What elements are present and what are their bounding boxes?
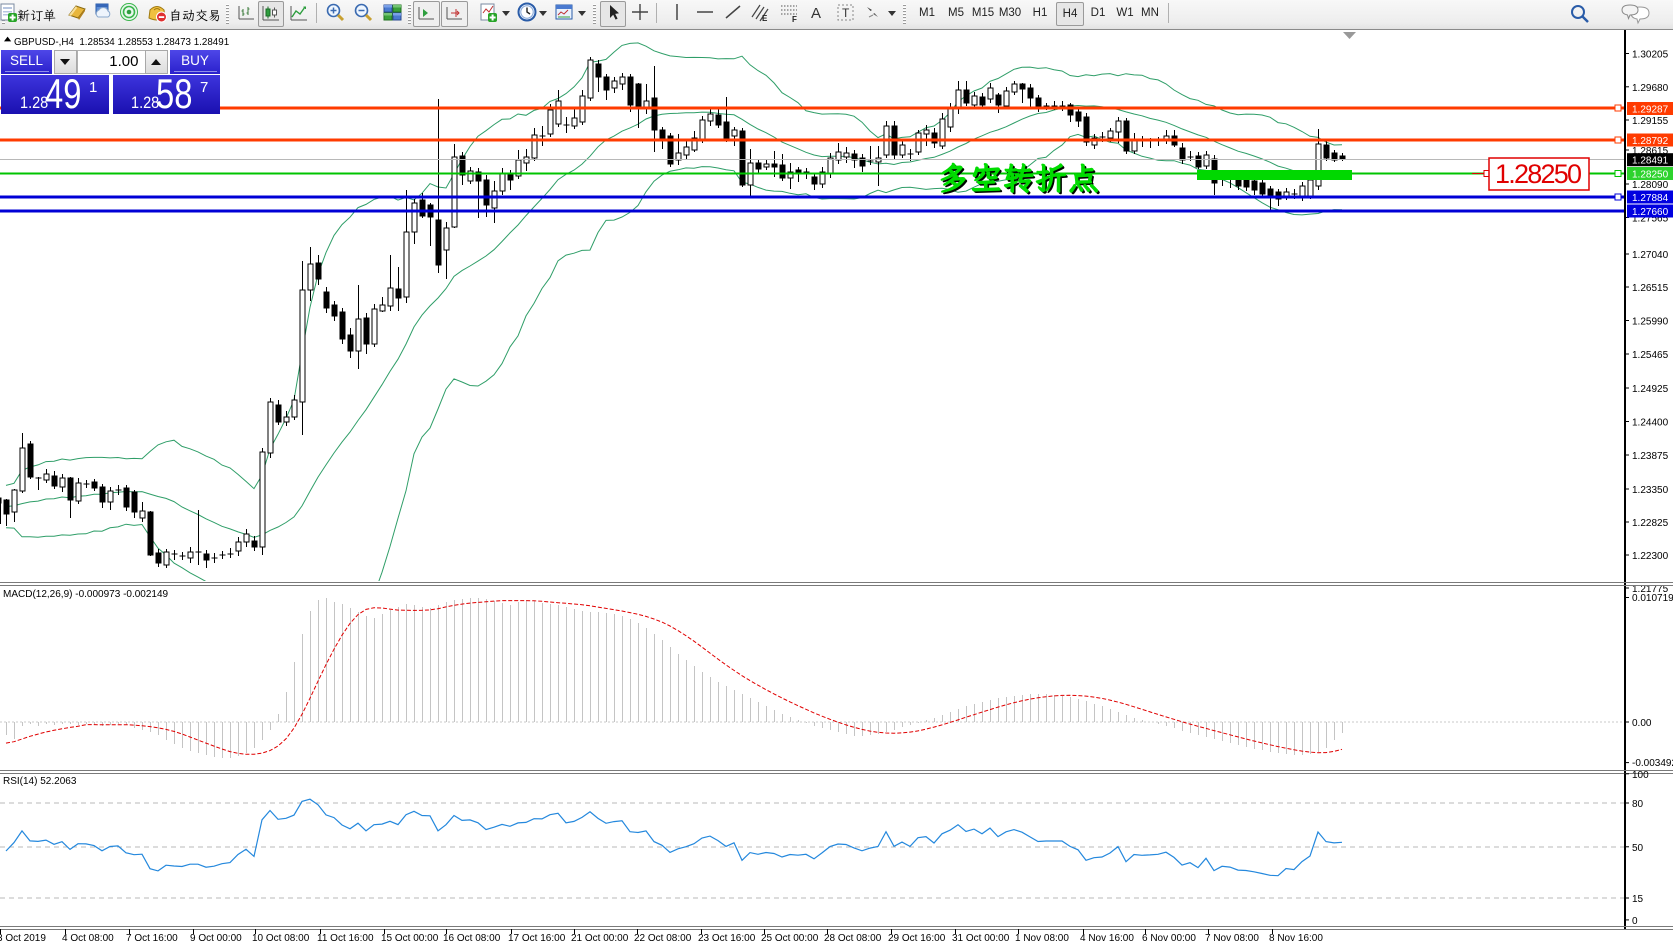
svg-text:1.25990: 1.25990: [1632, 317, 1669, 328]
svg-text:RSI(14) 52.2063: RSI(14) 52.2063: [3, 776, 77, 787]
svg-text:1.28250: 1.28250: [1632, 170, 1669, 181]
svg-text:GBPUSD-,H4 1.28534 1.28553 1.: GBPUSD-,H4 1.28534 1.28553 1.28473 1.284…: [14, 37, 229, 48]
svg-text:-0.003492: -0.003492: [1632, 758, 1673, 769]
svg-text:15: 15: [1632, 894, 1644, 905]
svg-text:1.25465: 1.25465: [1632, 350, 1669, 361]
svg-text:F: F: [792, 15, 797, 24]
svg-text:1.22300: 1.22300: [1632, 551, 1669, 562]
svg-text:1.29155: 1.29155: [1632, 116, 1669, 127]
svg-text:50: 50: [1632, 843, 1644, 854]
svg-text:1.22825: 1.22825: [1632, 518, 1669, 529]
svg-text:7 Nov 08:00: 7 Nov 08:00: [1205, 933, 1259, 944]
svg-text:7 Oct 16:00: 7 Oct 16:00: [126, 933, 178, 944]
svg-text:1.28792: 1.28792: [1632, 136, 1669, 147]
svg-text:9 Oct 00:00: 9 Oct 00:00: [190, 933, 242, 944]
svg-text:T: T: [842, 6, 850, 20]
svg-text:1.23350: 1.23350: [1632, 485, 1669, 496]
svg-text:1.28491: 1.28491: [1632, 156, 1669, 167]
svg-text:1.28615: 1.28615: [1632, 146, 1669, 157]
svg-text:MACD(12,26,9) -0.000973 -0.002: MACD(12,26,9) -0.000973 -0.002149: [3, 589, 169, 600]
svg-text:1.24925: 1.24925: [1632, 384, 1669, 395]
svg-text:8 Nov 16:00: 8 Nov 16:00: [1269, 933, 1323, 944]
svg-text:10 Oct 08:00: 10 Oct 08:00: [252, 933, 310, 944]
svg-text:15 Oct 00:00: 15 Oct 00:00: [381, 933, 439, 944]
svg-text:28 Oct 08:00: 28 Oct 08:00: [824, 933, 882, 944]
svg-text:31 Oct 00:00: 31 Oct 00:00: [952, 933, 1010, 944]
svg-text:1.28090: 1.28090: [1632, 180, 1669, 191]
svg-text:4 Nov 16:00: 4 Nov 16:00: [1080, 933, 1134, 944]
svg-text:E: E: [762, 14, 768, 23]
svg-text:1.29287: 1.29287: [1632, 105, 1669, 116]
svg-text:0: 0: [1632, 916, 1638, 927]
svg-text:1.27565: 1.27565: [1632, 214, 1669, 225]
svg-text:0.00: 0.00: [1632, 718, 1652, 729]
svg-text:1.21775: 1.21775: [1632, 584, 1669, 595]
svg-text:A: A: [811, 5, 821, 22]
svg-text:1.29680: 1.29680: [1632, 83, 1669, 94]
svg-text:25 Oct 00:00: 25 Oct 00:00: [761, 933, 819, 944]
svg-text:1.24400: 1.24400: [1632, 418, 1669, 429]
svg-text:22 Oct 08:00: 22 Oct 08:00: [634, 933, 692, 944]
svg-text:1.27660: 1.27660: [1632, 207, 1669, 218]
svg-text:1.28250: 1.28250: [1495, 159, 1582, 189]
svg-text:1.23875: 1.23875: [1632, 451, 1669, 462]
svg-text:80: 80: [1632, 799, 1644, 810]
svg-text:21 Oct 00:00: 21 Oct 00:00: [571, 933, 629, 944]
svg-text:11 Oct 16:00: 11 Oct 16:00: [317, 933, 374, 944]
svg-text:6 Nov 00:00: 6 Nov 00:00: [1142, 933, 1196, 944]
svg-text:1 Nov 08:00: 1 Nov 08:00: [1015, 933, 1069, 944]
svg-text:1.27040: 1.27040: [1632, 250, 1669, 261]
svg-text:1.26515: 1.26515: [1632, 283, 1669, 294]
svg-text:4 Oct 08:00: 4 Oct 08:00: [62, 933, 114, 944]
svg-text:29 Oct 16:00: 29 Oct 16:00: [888, 933, 946, 944]
svg-text:0.010719: 0.010719: [1632, 593, 1673, 604]
svg-text:17 Oct 16:00: 17 Oct 16:00: [508, 933, 566, 944]
svg-text:1.27884: 1.27884: [1632, 193, 1669, 204]
svg-text:16 Oct 08:00: 16 Oct 08:00: [443, 933, 501, 944]
svg-text:1.30205: 1.30205: [1632, 50, 1669, 61]
svg-text:3 Oct 2019: 3 Oct 2019: [0, 933, 46, 944]
svg-text:100: 100: [1632, 770, 1649, 781]
svg-text:23 Oct 16:00: 23 Oct 16:00: [698, 933, 756, 944]
